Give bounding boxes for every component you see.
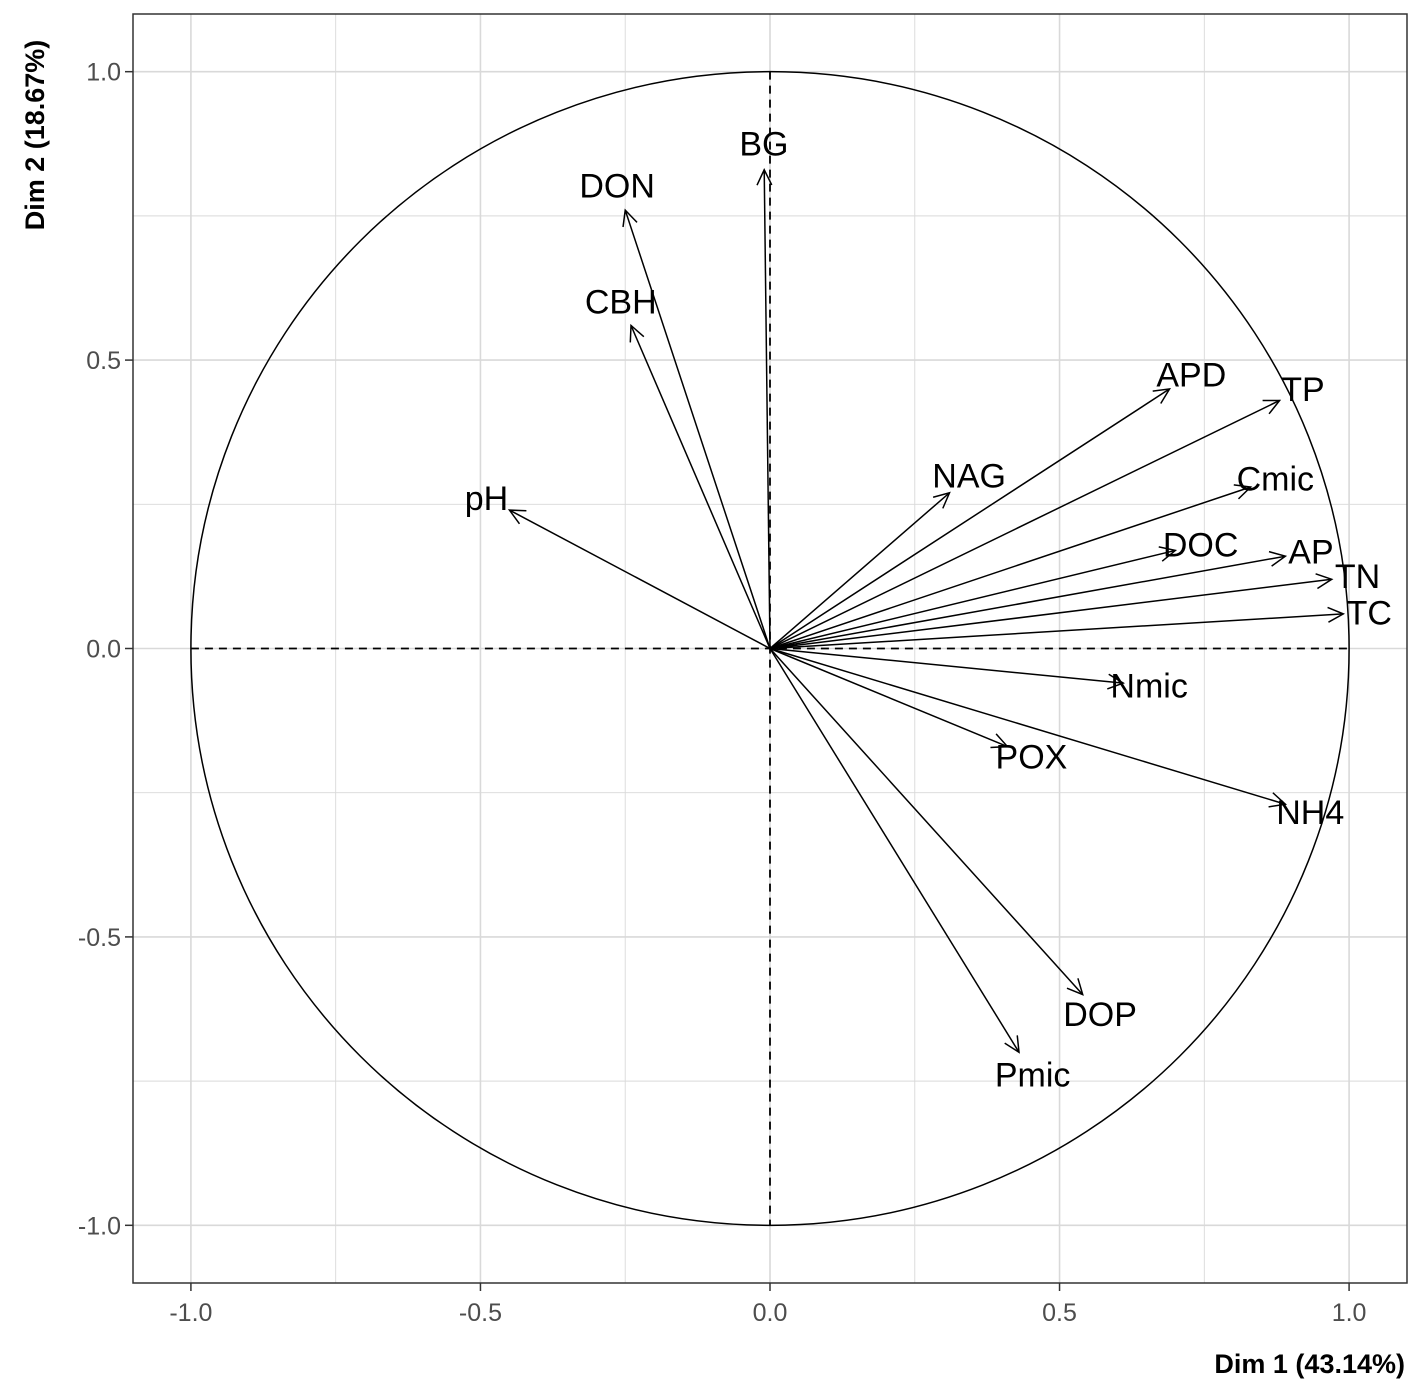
arrow-head: [1327, 606, 1346, 623]
arrow-head: [507, 509, 527, 525]
x-tick-label: 1.0: [1332, 1299, 1367, 1327]
y-tick-label: -0.5: [78, 924, 121, 952]
variable-label-tp: TP: [1281, 371, 1324, 409]
x-tick-label: 0.0: [753, 1299, 788, 1327]
arrow-head: [622, 208, 638, 228]
y-tick-label: 0.5: [86, 347, 121, 375]
arrow-shaft: [769, 647, 1286, 805]
variable-label-don: DON: [579, 167, 655, 205]
variable-label-cmic: Cmic: [1237, 461, 1314, 499]
variable-label-tc: TC: [1347, 594, 1392, 632]
arrow-nmic: [769, 647, 1125, 690]
arrow-shaft: [769, 486, 1251, 650]
y-axis-ticks: -1.0 -0.5 0.0 0.5 1.0: [78, 59, 133, 1240]
arrow-head: [990, 733, 1010, 749]
arrow-nh4: [769, 647, 1288, 808]
arrow-shaft: [769, 613, 1344, 650]
arrow-tc: [769, 606, 1346, 650]
arrow-shaft: [769, 647, 1008, 748]
arrow-nag: [769, 491, 951, 650]
variable-arrows: [507, 168, 1346, 1054]
arrow-head: [1233, 484, 1253, 500]
variable-label-ph: pH: [465, 480, 508, 518]
arrow-head: [1004, 1035, 1020, 1054]
arrow-shaft: [763, 169, 771, 649]
arrow-shaft: [769, 648, 1020, 1053]
arrow-pox: [769, 647, 1010, 749]
arrow-ph: [507, 509, 771, 650]
arrow-shaft: [624, 209, 771, 649]
arrow-shaft: [769, 647, 1084, 996]
x-tick-label: -1.0: [169, 1299, 212, 1327]
variable-label-cbh: CBH: [585, 284, 657, 322]
y-axis-title: Dim 2 (18.67%): [20, 40, 50, 231]
x-axis-title: Dim 1 (43.14%): [1214, 1349, 1405, 1379]
arrow-head: [1268, 550, 1288, 567]
arrow-shaft: [630, 325, 771, 649]
variable-label-ap: AP: [1288, 534, 1333, 572]
arrow-shaft: [769, 647, 1124, 684]
arrow-bg: [756, 168, 773, 649]
variable-label-pox: POX: [996, 739, 1068, 777]
variable-label-tn: TN: [1335, 558, 1380, 596]
y-tick-label: -1.0: [78, 1212, 121, 1240]
arrow-shaft: [769, 492, 951, 650]
arrow-head: [629, 323, 645, 343]
arrow-apd: [769, 387, 1172, 650]
arrow-shaft: [769, 549, 1176, 650]
variable-label-nh4: NH4: [1276, 794, 1344, 832]
variable-label-bg: BG: [739, 126, 788, 164]
variable-label-dop: DOP: [1063, 996, 1137, 1034]
y-tick-label: 0.0: [86, 636, 121, 664]
arrow-head: [1066, 978, 1084, 996]
x-axis-ticks: -1.0 -0.5 0.0 0.5 1.0: [169, 1283, 1366, 1327]
arrow-ap: [769, 550, 1288, 650]
arrow-shaft: [769, 555, 1286, 650]
arrow-shaft: [769, 399, 1280, 650]
unit-circle: [190, 70, 1350, 1227]
arrow-dop: [769, 647, 1084, 996]
arrow-tn: [769, 573, 1334, 650]
arrow-head: [1262, 399, 1282, 415]
variable-label-pmic: Pmic: [995, 1056, 1071, 1094]
variable-label-nmic: Nmic: [1110, 668, 1187, 706]
x-tick-label: 0.5: [1042, 1299, 1077, 1327]
arrow-head: [1268, 792, 1288, 808]
arrow-head: [756, 168, 773, 186]
arrow-head: [1158, 546, 1178, 562]
arrow-shaft: [509, 509, 771, 650]
variable-label-nag: NAG: [932, 458, 1006, 496]
variable-label-doc: DOC: [1163, 526, 1239, 564]
arrow-pmic: [769, 648, 1020, 1054]
arrow-cbh: [629, 323, 771, 649]
unit-circle-layer: [190, 70, 1350, 1227]
arrow-cmic: [769, 484, 1253, 650]
arrow-doc: [769, 546, 1178, 650]
y-tick-label: 1.0: [86, 59, 121, 87]
arrow-don: [622, 208, 771, 649]
arrow-head: [1152, 387, 1172, 404]
arrow-head: [1107, 673, 1125, 690]
x-tick-label: -0.5: [459, 1299, 502, 1327]
arrow-shaft: [769, 388, 1170, 650]
arrow-head: [932, 491, 951, 509]
arrow-tp: [769, 399, 1282, 650]
arrow-head: [1315, 573, 1334, 590]
variable-label-apd: APD: [1156, 357, 1226, 395]
arrow-shaft: [769, 578, 1332, 650]
